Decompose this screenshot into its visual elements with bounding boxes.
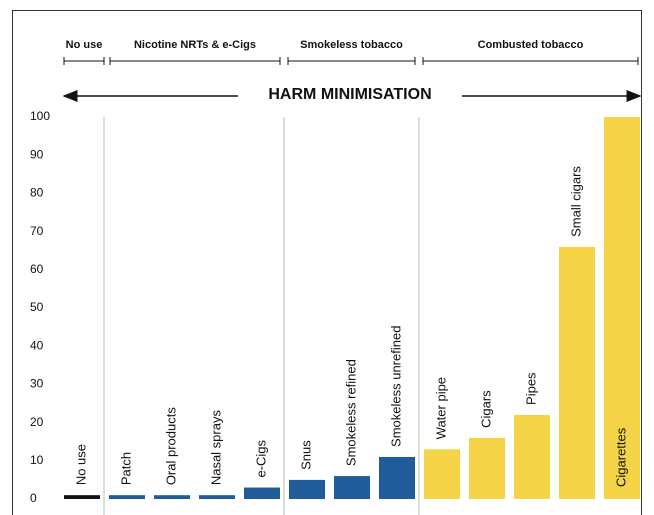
bar [424, 449, 460, 499]
bar [199, 495, 235, 499]
bar [559, 246, 595, 499]
y-tick-label: 20 [30, 415, 44, 429]
category-label: Cigars [478, 390, 493, 428]
frame [12, 10, 642, 515]
category-label: Snus [298, 440, 313, 470]
category-label: Patch [118, 452, 133, 485]
category-label: Smokeless refined [343, 359, 358, 466]
group-bracket [287, 57, 416, 65]
category-label: Water pipe [433, 377, 448, 439]
bar [379, 456, 415, 499]
y-tick-label: 70 [30, 224, 44, 238]
group-label: Smokeless tobacco [300, 39, 403, 51]
bar [514, 414, 550, 499]
category-label: e-Cigs [253, 439, 268, 477]
category-label: No use [73, 444, 88, 485]
bar [469, 437, 505, 499]
y-tick-label: 40 [30, 338, 44, 352]
category-label: Oral products [163, 407, 178, 486]
bar [154, 495, 190, 499]
category-label: Pipes [523, 372, 538, 405]
category-label: Cigarettes [613, 427, 628, 487]
y-tick-label: 60 [30, 262, 44, 276]
y-tick-label: 30 [30, 377, 44, 391]
group-bracket [63, 57, 105, 65]
y-tick-label: 90 [30, 147, 44, 161]
category-label: Smokeless unrefined [388, 326, 403, 447]
bar [289, 479, 325, 499]
bar [334, 476, 370, 499]
bar [64, 495, 100, 499]
group-label: Nicotine NRTs & e-Cigs [134, 39, 256, 51]
y-tick-label: 80 [30, 186, 44, 200]
y-tick-label: 10 [30, 453, 44, 467]
category-label: Small cigars [568, 166, 583, 237]
category-label: Nasal sprays [208, 410, 223, 486]
y-tick-label: 0 [30, 491, 37, 505]
y-tick-label: 50 [30, 300, 44, 314]
group-bracket [109, 57, 281, 65]
annotation: HARM MINIMISATION [268, 86, 431, 103]
bar [109, 495, 145, 499]
bar [604, 117, 640, 499]
group-label: No use [66, 39, 103, 51]
group-bracket [422, 57, 639, 65]
bar [244, 487, 280, 499]
group-label: Combusted tobacco [478, 39, 584, 51]
y-tick-label: 100 [30, 109, 50, 123]
